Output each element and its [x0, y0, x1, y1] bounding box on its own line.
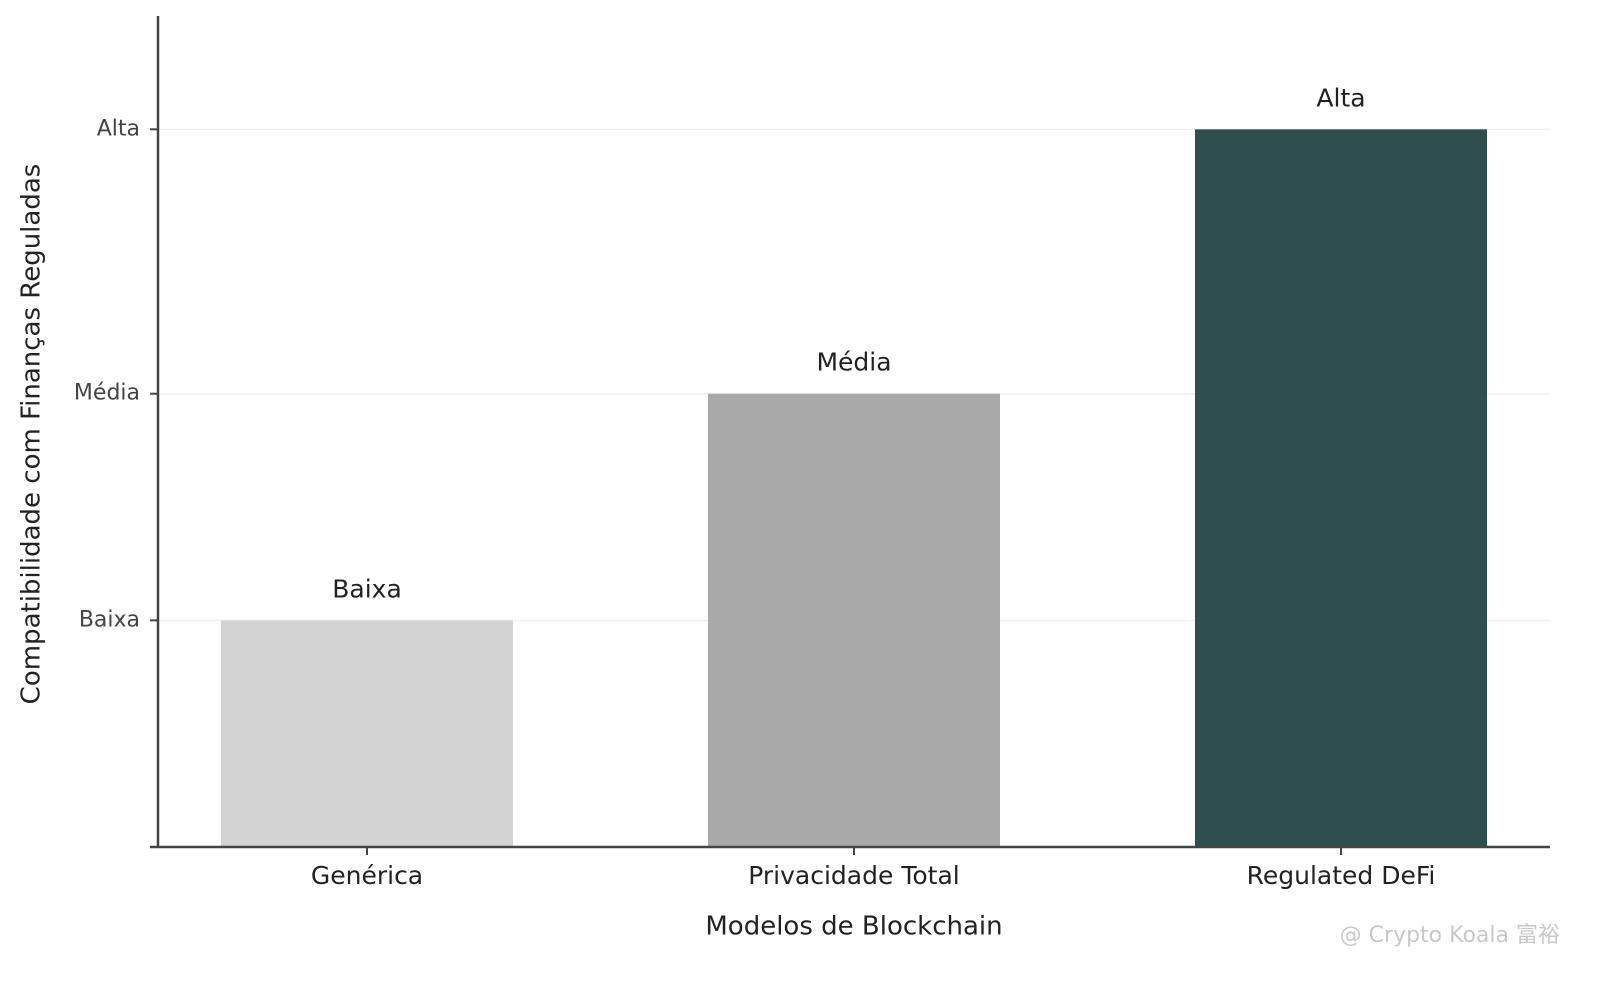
- bar: [221, 620, 513, 847]
- y-axis-label: Compatibilidade com Finanças Reguladas: [17, 164, 47, 705]
- value-label: Baixa: [332, 574, 402, 603]
- bar: [708, 393, 1000, 847]
- x-tick-label: Privacidade Total: [748, 861, 959, 890]
- watermark: @ Crypto Koala 富裕: [1340, 923, 1560, 948]
- y-tick-label: Baixa: [79, 607, 140, 632]
- value-label: Média: [816, 348, 891, 377]
- y-tick-label: Média: [74, 381, 140, 406]
- x-tick-label: Genérica: [311, 861, 423, 890]
- value-label: Alta: [1316, 83, 1365, 112]
- bar: [1195, 129, 1487, 847]
- y-tick-label: Alta: [97, 116, 140, 141]
- x-axis-label: Modelos de Blockchain: [705, 912, 1002, 942]
- x-tick-label: Regulated DeFi: [1247, 861, 1436, 890]
